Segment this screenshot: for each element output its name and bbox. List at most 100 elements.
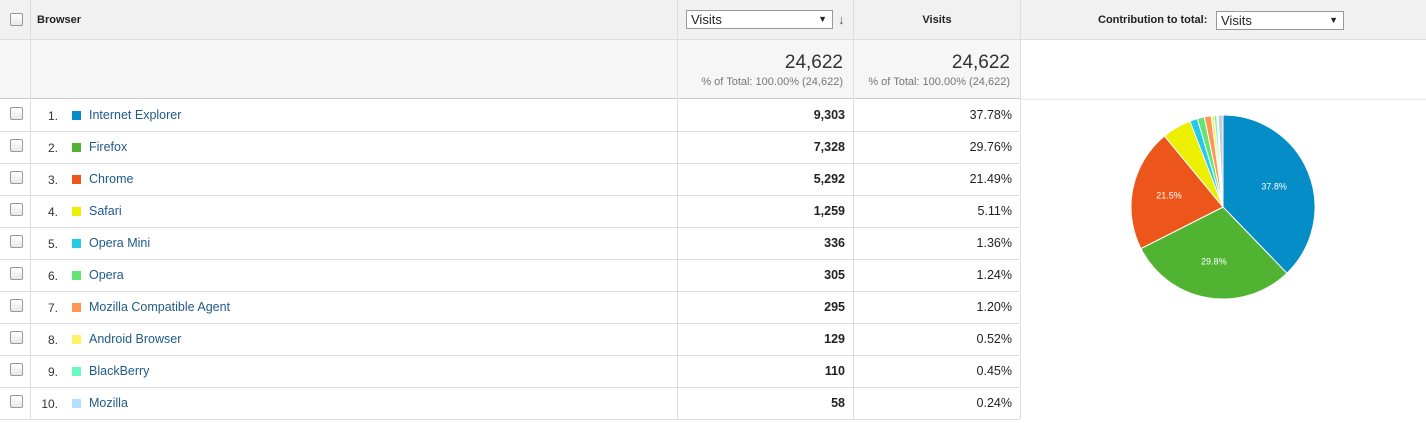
visits-value: 9,303 bbox=[813, 108, 845, 122]
series-color-swatch bbox=[72, 335, 81, 344]
visits-column-header[interactable]: Visits bbox=[854, 0, 1021, 40]
table-row: 5. Opera Mini 336 1.36% bbox=[0, 228, 1021, 260]
row-check-cell bbox=[0, 324, 31, 355]
browser-name-link[interactable]: Chrome bbox=[89, 172, 134, 186]
metric-column-header: Visits ▼ ↓ bbox=[678, 0, 854, 40]
series-color-swatch bbox=[72, 239, 81, 248]
dropdown-arrow-icon: ▼ bbox=[1329, 15, 1338, 25]
browser-name-link[interactable]: Opera bbox=[89, 268, 124, 282]
row-checkbox[interactable] bbox=[10, 299, 23, 312]
visits-cell: 336 bbox=[678, 228, 854, 259]
row-rank: 10. bbox=[41, 397, 58, 411]
visits-cell: 110 bbox=[678, 356, 854, 387]
total-share-value: 24,622 bbox=[951, 52, 1010, 73]
browser-column-header[interactable]: Browser bbox=[31, 0, 678, 40]
table-row: 2. Firefox 7,328 29.76% bbox=[0, 132, 1021, 164]
contribution-header: Contribution to total: Visits ▼ bbox=[1021, 0, 1426, 40]
row-check-cell bbox=[0, 228, 31, 259]
row-checkbox[interactable] bbox=[10, 235, 23, 248]
total-visits-percent: % of Total: 100.00% (24,622) bbox=[701, 76, 843, 88]
pie-slice[interactable] bbox=[1130, 135, 1224, 250]
row-check-cell bbox=[0, 356, 31, 387]
series-color-swatch bbox=[72, 143, 81, 152]
row-rank: 7. bbox=[47, 301, 58, 315]
share-cell: 1.36% bbox=[854, 228, 1021, 259]
dropdown-arrow-icon: ▼ bbox=[818, 14, 827, 24]
browser-name-link[interactable]: Android Browser bbox=[89, 332, 182, 346]
table-row: 10. Mozilla 58 0.24% bbox=[0, 388, 1021, 420]
row-checkbox[interactable] bbox=[10, 331, 23, 344]
browser-name-link[interactable]: Mozilla Compatible Agent bbox=[89, 300, 231, 314]
browser-name-link[interactable]: Firefox bbox=[89, 140, 128, 154]
row-checkbox[interactable] bbox=[10, 267, 23, 280]
table-row: 4. Safari 1,259 5.11% bbox=[0, 196, 1021, 228]
row-checkbox[interactable] bbox=[10, 139, 23, 152]
pie-slice[interactable] bbox=[1217, 114, 1224, 208]
browser-name-link[interactable]: Internet Explorer bbox=[89, 108, 182, 122]
browser-name-link[interactable]: Safari bbox=[89, 204, 122, 218]
visits-value: 7,328 bbox=[813, 140, 845, 154]
contribution-select[interactable]: Visits ▼ bbox=[1216, 11, 1344, 30]
visits-cell: 7,328 bbox=[678, 132, 854, 163]
share-cell: 21.49% bbox=[854, 164, 1021, 195]
row-rank: 2. bbox=[47, 141, 58, 155]
pie-slice[interactable] bbox=[1140, 206, 1288, 300]
row-checkbox[interactable] bbox=[10, 107, 23, 120]
visits-cell: 58 bbox=[678, 388, 854, 419]
table-row: 9. BlackBerry 110 0.45% bbox=[0, 356, 1021, 388]
browser-cell: 2. Firefox bbox=[31, 132, 678, 163]
totals-visits-cell: 24,622 % of Total: 100.00% (24,622) bbox=[678, 40, 854, 99]
share-percent: 29.76% bbox=[969, 140, 1012, 154]
visits-value: 295 bbox=[824, 300, 845, 314]
row-check-cell bbox=[0, 260, 31, 291]
browser-name-link[interactable]: BlackBerry bbox=[89, 364, 150, 378]
row-rank: 6. bbox=[47, 269, 58, 283]
share-percent: 0.24% bbox=[976, 396, 1012, 410]
visits-value: 336 bbox=[824, 236, 845, 250]
row-checkbox[interactable] bbox=[10, 363, 23, 376]
browser-name-link[interactable]: Opera Mini bbox=[89, 236, 151, 250]
table-row: 7. Mozilla Compatible Agent 295 1.20% bbox=[0, 292, 1021, 324]
browser-header-label: Browser bbox=[37, 14, 82, 26]
visits-header-label: Visits bbox=[922, 14, 952, 26]
pie-slice-label: 21.5% bbox=[1156, 191, 1182, 201]
visits-value: 129 bbox=[824, 332, 845, 346]
row-check-cell bbox=[0, 292, 31, 323]
browser-cell: 4. Safari bbox=[31, 196, 678, 227]
select-all-header bbox=[0, 0, 31, 40]
pie-slice-label: 29.8% bbox=[1201, 256, 1227, 266]
table-row: 1. Internet Explorer 9,303 37.78% bbox=[0, 100, 1021, 132]
total-share-percent: % of Total: 100.00% (24,622) bbox=[868, 76, 1010, 88]
share-cell: 1.24% bbox=[854, 260, 1021, 291]
share-cell: 0.24% bbox=[854, 388, 1021, 419]
metric-select[interactable]: Visits ▼ bbox=[686, 10, 833, 29]
pie-chart-svg: 37.8% 29.8% 21.5% bbox=[1130, 114, 1316, 300]
totals-label-cell bbox=[31, 40, 678, 99]
select-all-checkbox[interactable] bbox=[10, 13, 23, 26]
series-color-swatch bbox=[72, 303, 81, 312]
pie-slice[interactable] bbox=[1222, 114, 1316, 274]
visits-cell: 129 bbox=[678, 324, 854, 355]
row-checkbox[interactable] bbox=[10, 171, 23, 184]
totals-share-cell: 24,622 % of Total: 100.00% (24,622) bbox=[854, 40, 1021, 99]
browser-cell: 6. Opera bbox=[31, 260, 678, 291]
row-rank: 9. bbox=[47, 365, 58, 379]
row-rank: 8. bbox=[47, 333, 58, 347]
row-checkbox[interactable] bbox=[10, 395, 23, 408]
table-row: 3. Chrome 5,292 21.49% bbox=[0, 164, 1021, 196]
share-percent: 5.11% bbox=[977, 204, 1012, 218]
browser-name-link[interactable]: Mozilla bbox=[89, 396, 128, 410]
visits-value: 1,259 bbox=[813, 204, 845, 218]
series-color-swatch bbox=[72, 175, 81, 184]
table-row: 6. Opera 305 1.24% bbox=[0, 260, 1021, 292]
row-checkbox[interactable] bbox=[10, 203, 23, 216]
browser-cell: 7. Mozilla Compatible Agent bbox=[31, 292, 678, 323]
row-check-cell bbox=[0, 196, 31, 227]
browser-cell: 8. Android Browser bbox=[31, 324, 678, 355]
sort-descending-icon[interactable]: ↓ bbox=[838, 12, 845, 27]
share-cell: 37.78% bbox=[854, 100, 1021, 131]
series-color-swatch bbox=[72, 367, 81, 376]
visits-cell: 9,303 bbox=[678, 100, 854, 131]
browser-cell: 3. Chrome bbox=[31, 164, 678, 195]
